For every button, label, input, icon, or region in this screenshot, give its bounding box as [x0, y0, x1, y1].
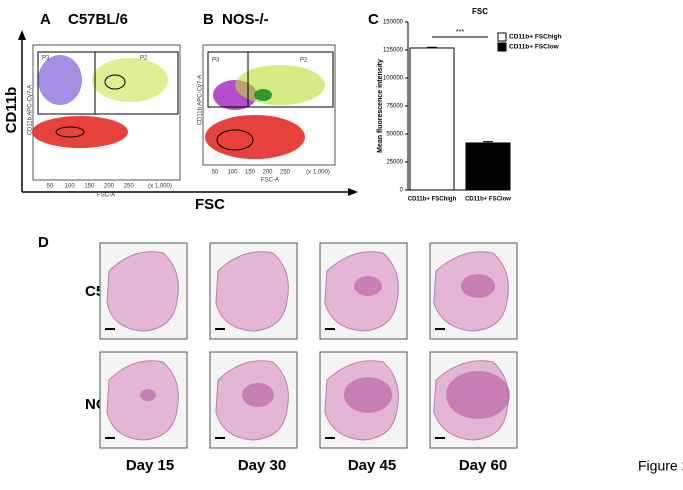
plot-x-tick: 150 — [84, 184, 95, 190]
plot-x-tick: 100 — [65, 184, 76, 190]
annotation: *** — [456, 29, 464, 36]
panel-title: C57BL/6 — [68, 11, 128, 28]
y-tick-label: 150000 — [383, 20, 404, 26]
lung-section — [106, 360, 179, 441]
population — [32, 116, 128, 148]
plot-x-tick: 200 — [262, 170, 273, 176]
figure-label: Figure 2 — [638, 458, 683, 474]
panel-letter: D — [38, 234, 49, 251]
panel-title: NOS-/- — [222, 11, 269, 28]
flow-plot: P3 P2 CD11b APC-Cy7-A FSC-A (x 1,000) — [198, 44, 336, 184]
chart-title: FSC — [472, 7, 488, 16]
column-label: Day 15 — [126, 457, 174, 474]
y-tick-label: 75000 — [386, 104, 403, 110]
legend-entry: CD11b+ FSClow — [509, 44, 560, 51]
lesion — [344, 377, 392, 413]
column-label: Day 60 — [459, 457, 507, 474]
gate-label: P2 — [300, 58, 308, 64]
population — [38, 55, 82, 105]
population — [205, 115, 305, 159]
plot-x-tick: 50 — [47, 184, 54, 190]
contour — [216, 129, 254, 151]
lesion — [242, 383, 274, 407]
bar — [409, 47, 455, 191]
column-label: Day 30 — [238, 457, 286, 474]
lesion — [354, 276, 382, 296]
plot-x-unit: (x 1,000) — [148, 184, 172, 190]
plot-y-label: CD11b APC-Cy7-A — [28, 85, 34, 136]
population — [92, 58, 168, 102]
contour — [55, 126, 85, 138]
plot-x-tick: 250 — [124, 184, 135, 190]
panel-letter: B — [203, 11, 214, 28]
gate-label: P3 — [42, 56, 50, 62]
plot-x-label: FSC-A — [97, 193, 115, 199]
y-tick-label: 25000 — [386, 160, 403, 166]
lung-section — [215, 251, 289, 332]
plot-x-tick: 150 — [245, 170, 256, 176]
lesion — [461, 274, 495, 298]
y-tick-label: 100000 — [383, 76, 404, 82]
plot-x-unit: (x 1,000) — [306, 170, 330, 176]
column-label: Day 45 — [348, 457, 396, 474]
flow-plot: P3 P2 CD11b APC-Cy7-A FSC-A (x 1,000) 50… — [28, 44, 291, 199]
contour — [104, 74, 126, 90]
legend-swatch — [497, 32, 507, 42]
population — [254, 89, 272, 101]
gate — [247, 51, 334, 108]
plot-x-tick: 250 — [280, 170, 291, 176]
y-tick-label: 0 — [400, 188, 404, 194]
y-tick-label: 50000 — [386, 132, 403, 138]
plot-x-tick: 200 — [104, 184, 115, 190]
y-axis-label: Mean fluorescence intensity — [377, 59, 384, 153]
gate-label: P2 — [140, 56, 148, 62]
gate-label: P3 — [212, 58, 220, 64]
plot-x-label: FSC-A — [261, 178, 279, 184]
lesion — [140, 389, 156, 401]
y-arrowhead — [18, 30, 26, 40]
plot-x-tick: 50 — [212, 170, 219, 176]
legend-swatch — [497, 42, 507, 52]
axis-y-label: CD11b — [3, 87, 20, 134]
bar — [465, 142, 511, 191]
x-arrowhead — [348, 188, 358, 196]
y-tick-label: 125000 — [383, 48, 404, 54]
plot-x-tick: 100 — [227, 170, 238, 176]
axis-x-label: FSC — [195, 196, 225, 213]
panel-letter: C — [368, 11, 379, 28]
gate — [94, 51, 179, 115]
legend-entry: CD11b+ FSChigh — [509, 34, 562, 41]
lung-section — [106, 251, 179, 332]
plot-y-label: CD11b APC-Cy7-A — [198, 75, 204, 126]
x-tick-label: CD11b+ FSClow — [465, 197, 511, 203]
x-tick-label: CD11b+ FSChigh — [408, 197, 457, 203]
lesion — [446, 371, 510, 419]
panel-letter: A — [40, 11, 51, 28]
